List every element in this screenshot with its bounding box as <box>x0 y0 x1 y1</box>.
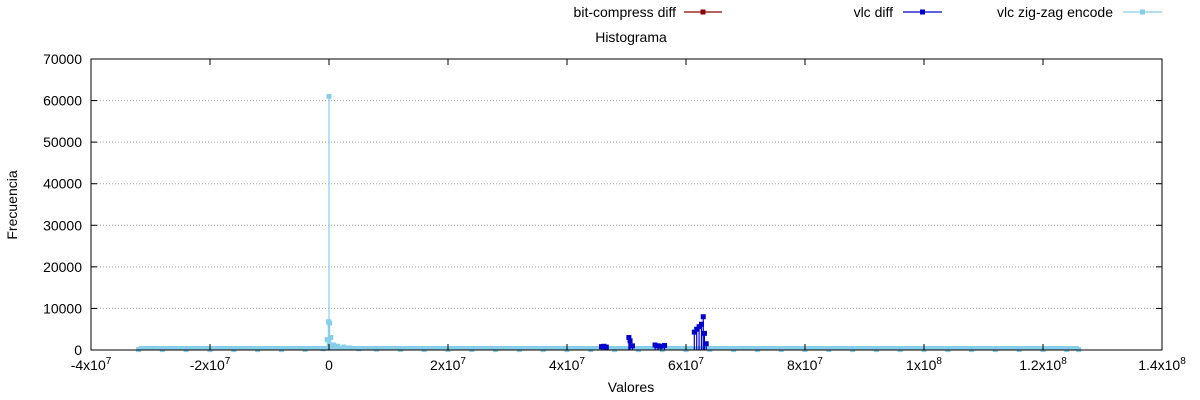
data-point <box>698 321 704 327</box>
data-point <box>331 342 337 348</box>
data-point <box>662 342 668 348</box>
y-tick-label: 30000 <box>43 217 82 233</box>
legend: bit-compress diff vlc diff vlc zig-zag enc… <box>574 4 1162 20</box>
y-tick-label: 10000 <box>43 300 82 316</box>
axes: 0 10000 20000 30000 40000 50000 60000 70000 -4x1… <box>43 51 1186 373</box>
x-tick-label: 4x107 <box>549 356 585 373</box>
data-point <box>627 338 633 344</box>
data-point <box>626 335 632 341</box>
y-tick-label: 0 <box>74 342 82 358</box>
x-tick-label: -2x107 <box>190 356 231 373</box>
x-axis-label: Valores <box>608 379 654 395</box>
x-tick-label: 0 <box>325 357 333 373</box>
series-vlc-diff <box>599 314 709 350</box>
legend-item: vlc zig-zag encode <box>997 4 1162 20</box>
legend-marker <box>1140 9 1145 15</box>
legend-item: bit-compress diff <box>574 4 722 20</box>
x-tick-label: 1.2x108 <box>1019 356 1067 373</box>
data-point <box>700 314 706 320</box>
x-tick-label: 1.4x108 <box>1138 356 1186 373</box>
data-point <box>658 343 664 349</box>
legend-item: vlc diff <box>854 4 942 20</box>
y-tick-label: 40000 <box>43 176 82 192</box>
series-vlc-zig-zag-encode <box>136 93 1082 353</box>
data-point <box>629 343 635 349</box>
plot-frame <box>90 58 1163 351</box>
data-point <box>703 341 709 347</box>
y-tick-label: 50000 <box>43 134 82 150</box>
y-tick-label: 70000 <box>43 51 82 67</box>
data-point <box>655 343 661 349</box>
data-point <box>701 330 707 336</box>
y-tick-label: 20000 <box>43 259 82 275</box>
data-point <box>324 337 330 343</box>
x-tick-label: -4x107 <box>71 356 112 373</box>
x-tick-label: 2x107 <box>430 356 466 373</box>
data-point <box>326 93 332 99</box>
legend-label: bit-compress diff <box>574 4 677 20</box>
data-point <box>327 320 333 326</box>
data-point <box>691 329 697 335</box>
data-point <box>328 335 334 341</box>
y-tick-label: 60000 <box>43 93 82 109</box>
chart-title: Histograma <box>595 29 667 45</box>
data-point <box>603 344 609 350</box>
legend-marker <box>920 9 925 15</box>
x-tick-label: 8x107 <box>787 356 823 373</box>
y-axis-label: Frecuencia <box>4 170 20 239</box>
x-tick-label: 1x108 <box>906 356 942 373</box>
legend-label: vlc diff <box>854 4 894 20</box>
legend-marker <box>700 9 706 15</box>
grid-lines <box>91 100 1162 309</box>
data-series <box>136 93 1082 353</box>
data-point <box>652 342 658 348</box>
legend-label: vlc zig-zag encode <box>997 4 1113 20</box>
x-tick-label: 6x107 <box>668 356 704 373</box>
